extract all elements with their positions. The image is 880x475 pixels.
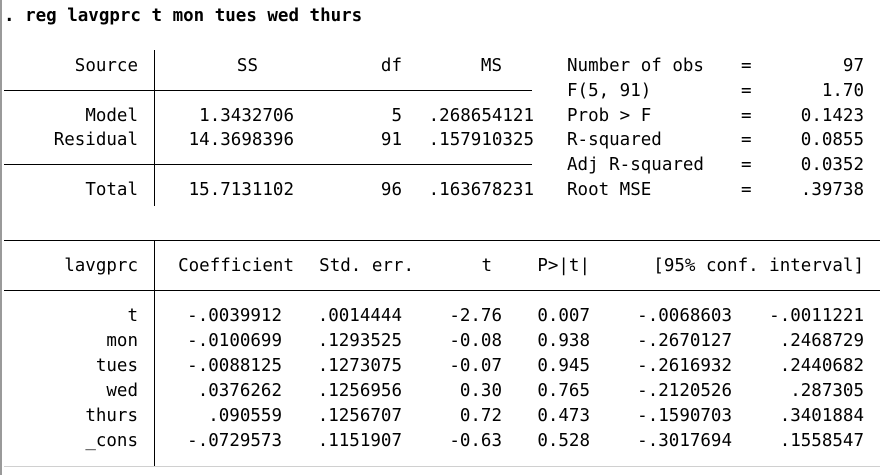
coef-bottom-rule [4,466,880,467]
coef-row-p: 0.007 [537,306,590,326]
stat-value: 1.70 [821,81,864,101]
anova-row-ss: 14.3698396 [188,130,294,150]
stat-equals: = [741,130,752,150]
anova-row-df: 91 [380,130,402,150]
stat-equals: = [741,106,752,126]
anova-total-df: 96 [380,180,402,200]
coef-row-t: -0.07 [449,356,502,376]
anova-total-rule [4,164,532,165]
coef-row-p: 0.945 [537,356,590,376]
coef-row-ci-low: -.2616932 [637,356,732,376]
coef-row-ci-low: -.1590703 [637,406,732,426]
stat-value: .39738 [800,180,864,200]
coef-row-ci-low: -.0068603 [637,306,732,326]
stat-value: 0.0855 [800,130,864,150]
coef-row-se: .1293525 [317,331,402,351]
stat-equals: = [741,180,752,200]
coef-row-ci-low: -.3017694 [637,431,732,451]
anova-header-df: df [380,56,402,76]
coef-row-var: _cons [85,431,138,451]
coef-row-p: 0.528 [537,431,590,451]
coef-row-ci-high: .2468729 [779,331,864,351]
coef-row-var: wed [106,381,138,401]
coef-row-ci-high: .3401884 [779,406,864,426]
coef-header-p: P>|t| [537,256,590,276]
coef-row-coef: .0376262 [197,381,282,401]
coef-row-t: -2.76 [449,306,502,326]
coef-row-coef: .090559 [208,406,282,426]
anova-header-ss: SS [236,56,258,76]
coef-header-std-err: Std. err. [319,256,414,276]
coef-row-t: 0.30 [459,381,502,401]
anova-row-source: Residual [53,130,138,150]
coef-row-var: thurs [85,406,138,426]
anova-row-ms: .268654121 [428,106,534,126]
coef-row-coef: -.0100699 [187,331,282,351]
coef-row-var: mon [106,331,138,351]
anova-row-ss: 1.3432706 [199,106,294,126]
coef-row-ci-high: .287305 [790,381,864,401]
stat-label: Number of obs [567,56,704,76]
coef-row-t: 0.72 [459,406,502,426]
anova-total-source: Total [85,180,138,200]
coef-row-coef: -.0729573 [187,431,282,451]
coef-row-se: .1273075 [317,356,402,376]
coef-row-var: t [127,306,138,326]
coef-row-t: -0.08 [449,331,502,351]
anova-header-rule [4,90,532,91]
coef-row-coef: -.0088125 [187,356,282,376]
stat-label: Root MSE [567,180,652,200]
coef-row-ci-high: .2440682 [779,356,864,376]
coef-row-ci-high: -.0011221 [769,306,864,326]
coef-header-ci: [95% conf. interval] [653,256,864,276]
coef-row-var: tues [95,356,138,376]
anova-header-ms: MS [480,56,502,76]
coef-row-ci-low: -.2120526 [637,381,732,401]
coef-row-se: .1256707 [317,406,402,426]
stat-value: 0.0352 [800,155,864,175]
coef-row-ci-high: .1558547 [779,431,864,451]
coef-row-se: .0014444 [317,306,402,326]
stat-equals: = [741,56,752,76]
anova-row-source: Model [85,106,138,126]
anova-header-source: Source [74,56,138,76]
stat-label: Adj R-squared [567,155,704,175]
anova-row-df: 5 [391,106,402,126]
coef-var-divider [154,240,155,466]
coef-row-p: 0.765 [537,381,590,401]
anova-total-ms: .163678231 [428,180,534,200]
coef-row-p: 0.473 [537,406,590,426]
coef-row-p: 0.938 [537,331,590,351]
coef-header-rule [4,290,880,291]
stat-equals: = [741,155,752,175]
window-left-edge [0,0,2,475]
coef-row-t: -0.63 [449,431,502,451]
anova-row-ms: .157910325 [428,130,534,150]
coef-top-rule [4,240,880,241]
coef-row-coef: -.0039912 [187,306,282,326]
stat-label: F(5, 91) [567,81,652,101]
stat-value: 0.1423 [800,106,864,126]
stat-label: Prob > F [567,106,652,126]
coef-row-se: .1151907 [317,431,402,451]
coef-header-depvar: lavgprc [64,256,138,276]
coef-row-se: .1256956 [317,381,402,401]
command-line: . reg lavgprc t mon tues wed thurs [4,6,363,26]
anova-source-divider [154,50,155,206]
stat-label: R-squared [567,130,662,150]
coef-header-coefficient: Coefficient [178,256,294,276]
stat-equals: = [741,81,752,101]
anova-total-ss: 15.7131102 [188,180,294,200]
coef-row-ci-low: -.2670127 [637,331,732,351]
coef-header-t: t [481,256,492,276]
stat-value: 97 [842,56,864,76]
